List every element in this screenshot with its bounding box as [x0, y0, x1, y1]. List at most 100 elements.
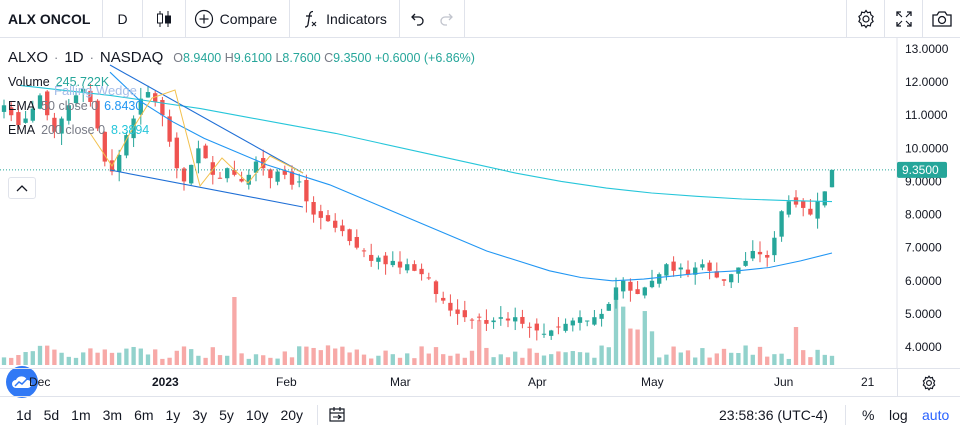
chart-pane[interactable]: 13.0000 12.0000 11.0000 10.0000 9.0000 8.0000… — [0, 38, 960, 398]
open-value: 8.9400 — [183, 51, 222, 65]
range-1d[interactable]: 1d — [16, 407, 32, 423]
candle-body — [520, 316, 525, 324]
candle-body — [412, 264, 417, 271]
candle-body — [37, 95, 43, 109]
candle-body — [664, 264, 669, 276]
legend-dot: · — [54, 50, 59, 65]
candle-body — [311, 202, 316, 215]
time-label-mar: Mar — [390, 375, 411, 389]
redo-icon[interactable] — [438, 11, 454, 27]
volume-bar — [541, 355, 547, 365]
volume-bar — [318, 350, 323, 365]
candle-body — [405, 264, 410, 271]
range-6m[interactable]: 6m — [134, 407, 154, 423]
camera-icon — [931, 11, 952, 27]
candle-body — [585, 320, 590, 322]
volume-bar — [59, 352, 64, 365]
settings-button[interactable] — [846, 0, 884, 38]
compare-button[interactable]: Compare — [186, 0, 291, 38]
candle-body — [217, 177, 223, 179]
axis-settings-button[interactable] — [897, 369, 960, 396]
log-toggle[interactable]: log — [889, 407, 908, 423]
volume-bar — [217, 355, 223, 365]
candle-body — [297, 181, 302, 183]
cloud-chart-icon — [12, 376, 32, 388]
chart-type-button[interactable] — [143, 0, 186, 38]
candle-body — [253, 161, 259, 173]
candle-body — [73, 95, 79, 104]
volume-bar — [772, 354, 777, 365]
candle-body — [390, 260, 395, 266]
volume-bar — [700, 348, 705, 365]
candle-body — [1, 105, 7, 112]
range-5y[interactable]: 5y — [219, 407, 234, 423]
candle-body — [534, 323, 539, 331]
range-5d[interactable]: 5d — [43, 407, 60, 423]
volume-bar — [37, 345, 43, 365]
legend-volume-row[interactable]: Volume 245.722K Falling Wedge — [8, 70, 475, 98]
volume-bar — [477, 320, 482, 365]
candle-body — [30, 108, 35, 121]
candle-body — [635, 289, 640, 295]
candle-body — [174, 137, 179, 169]
collapse-legend-button[interactable] — [8, 177, 36, 199]
candle-body — [613, 287, 619, 300]
price-chart[interactable]: 13.0000 12.0000 11.0000 10.0000 9.0000 8.0000… — [0, 38, 960, 368]
legend-ohlc: O8.9400 H9.6100 L8.7600 C9.3500 +0.6000 … — [173, 46, 475, 70]
candle-body — [642, 287, 647, 296]
volume-bar — [743, 345, 748, 365]
candle-body — [354, 236, 359, 248]
range-1m[interactable]: 1m — [71, 407, 91, 423]
range-1y[interactable]: 1y — [165, 407, 181, 423]
divider — [845, 405, 846, 425]
candle-body — [189, 164, 194, 184]
volume-bar — [455, 353, 460, 365]
ema50-params: 50 close 0 — [41, 99, 99, 113]
candle-body — [570, 320, 575, 326]
range-3m[interactable]: 3m — [102, 407, 123, 423]
legend-ema50-row[interactable]: EMA 50 close 0 6.8430 — [8, 94, 475, 118]
volume-bar — [383, 350, 388, 365]
timezone-clock[interactable]: 23:58:36 (UTC-4) — [719, 407, 828, 423]
candle-body — [268, 169, 273, 179]
volume-bar — [498, 354, 503, 365]
range-20y[interactable]: 20y — [280, 407, 304, 423]
time-axis[interactable]: Dec 2023 Feb Mar Apr May Jun 21 — [0, 368, 960, 396]
volume-bar — [325, 345, 331, 365]
candle-body — [160, 100, 165, 116]
auto-toggle[interactable]: auto — [922, 407, 950, 423]
candle-body — [66, 105, 71, 121]
volume-bar — [232, 297, 237, 365]
fullscreen-button[interactable] — [884, 0, 922, 38]
volume-bar — [563, 352, 568, 365]
time-label-21: 21 — [861, 375, 875, 389]
candle-body — [167, 116, 172, 142]
volume-bar — [628, 328, 633, 365]
volume-bar — [117, 352, 122, 365]
legend-ema200-row[interactable]: EMA 200 close 0 8.3894 — [8, 118, 475, 142]
bottom-toolbar: 1d 5d 1m 3m 6m 1y 3y 5y 10y 20y 23:58:36… — [0, 396, 960, 433]
candle-body — [721, 279, 727, 281]
range-3y[interactable]: 3y — [192, 407, 208, 423]
candle-body — [707, 262, 712, 271]
volume-bar — [671, 346, 676, 365]
volume-bar — [102, 349, 107, 365]
indicators-button[interactable]: Indicators — [290, 0, 400, 38]
symbol-search-button[interactable]: ALX ONCOL — [0, 0, 104, 38]
range-10y[interactable]: 10y — [245, 407, 269, 423]
screenshot-button[interactable] — [922, 0, 960, 38]
candle-body — [829, 169, 835, 188]
tradingview-logo[interactable] — [6, 366, 38, 398]
interval-button[interactable]: D — [103, 0, 143, 38]
goto-date-icon[interactable] — [328, 406, 346, 424]
close-label: C — [324, 51, 334, 65]
volume-bar — [189, 349, 194, 365]
candle-body — [232, 169, 237, 175]
plus-circle-icon — [194, 9, 213, 28]
ema200-params: 200 close 0 — [41, 123, 106, 137]
percent-toggle[interactable]: % — [862, 407, 875, 423]
legend-dot: · — [89, 50, 94, 65]
volume-bar — [448, 355, 453, 365]
undo-icon[interactable] — [410, 11, 426, 27]
volume-bar — [153, 349, 158, 365]
